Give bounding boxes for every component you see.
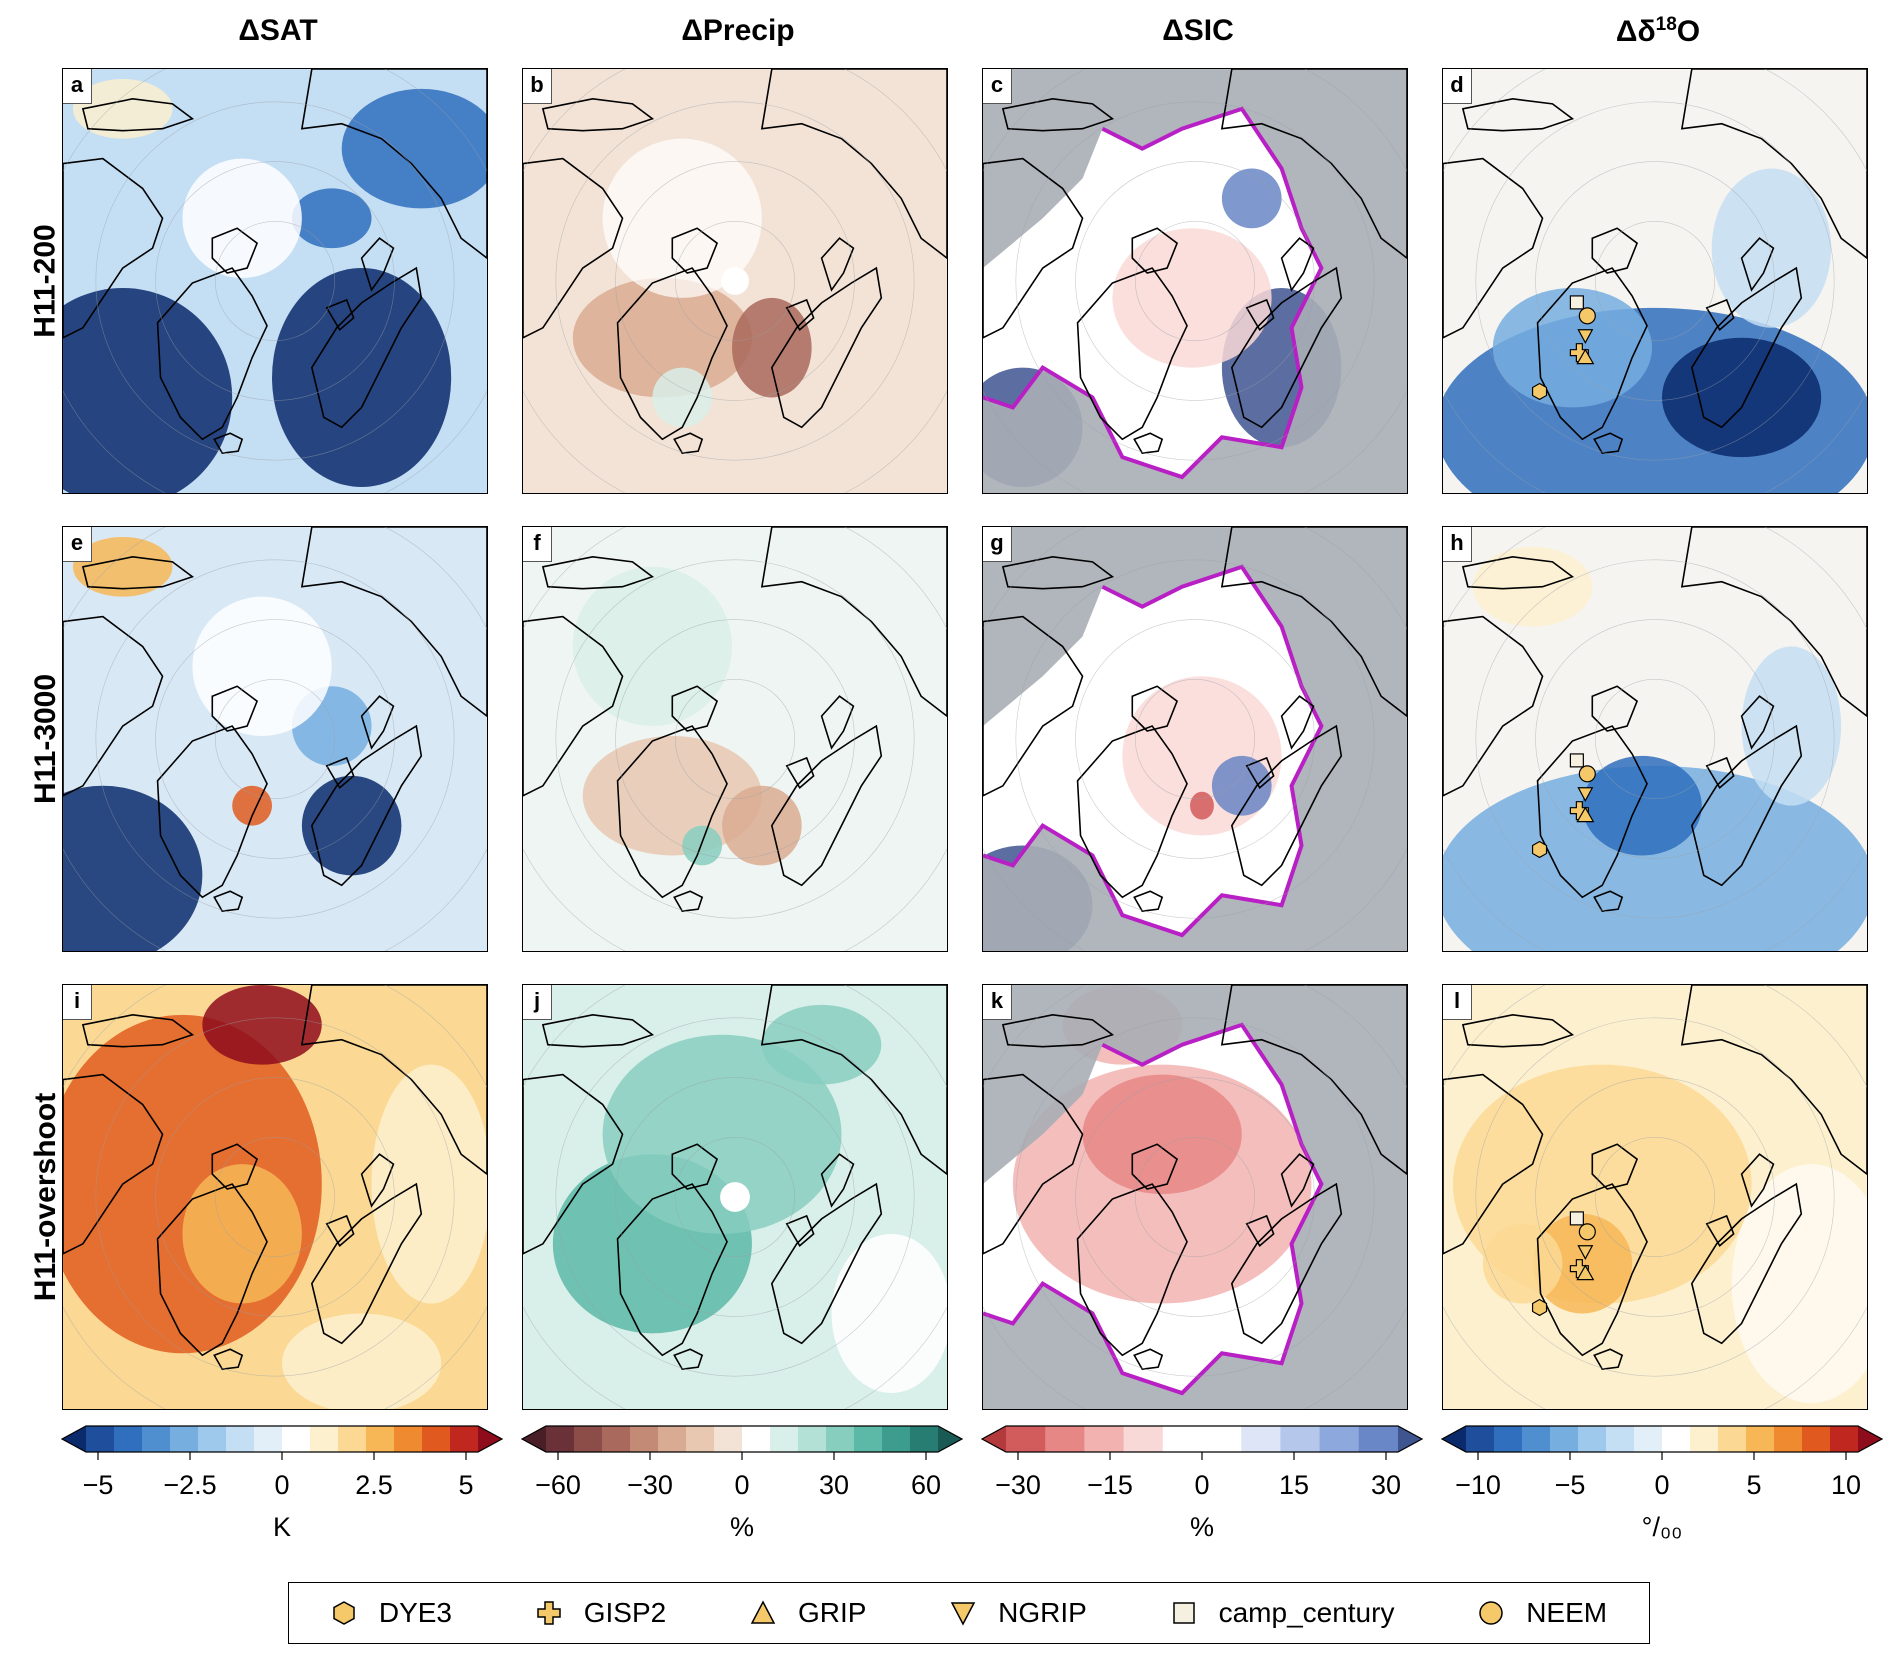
colorbar-tick-label: 30 — [1370, 1470, 1402, 1500]
colorbar-sat: −5 −2.5 0 2.5 5 K — [60, 1424, 504, 1544]
colorbar-sic: −30 −15 0 15 30% — [980, 1424, 1424, 1544]
colorbar-tick-label: 0 — [274, 1470, 290, 1500]
panel-letter: d — [1443, 69, 1472, 104]
map-panel-l: l — [1442, 984, 1868, 1410]
colorbar-tick-label: −2.5 — [163, 1470, 217, 1500]
plus-icon — [537, 1601, 561, 1625]
colorbar-tick-label: 0 — [1654, 1470, 1670, 1500]
colorbar-unit-label: % — [729, 1512, 754, 1542]
polar-map-field — [523, 527, 947, 951]
colorbar-tick-label: 5 — [1746, 1470, 1762, 1500]
panel-letter: h — [1443, 527, 1472, 562]
triangle-up-icon — [750, 1600, 776, 1624]
colorbar-unit-label: °/₀₀ — [1641, 1512, 1683, 1542]
polar-map-field — [983, 985, 1407, 1409]
map-panel-h: h — [1442, 526, 1868, 952]
panel-letter: c — [983, 69, 1012, 104]
map-panel-d: d — [1442, 68, 1868, 494]
panel-letter: k — [983, 985, 1012, 1020]
sea-ice-edge-contour — [983, 106, 1324, 480]
column-title-sat: ΔSAT — [238, 14, 318, 47]
colorbar-d18o: −10 −5 0 5 10 °/₀₀ — [1440, 1424, 1884, 1544]
panel-letter: i — [63, 985, 92, 1020]
square-icon — [1172, 1602, 1195, 1624]
colorbar-tick-label: 5 — [458, 1470, 474, 1500]
panel-letter: l — [1443, 985, 1472, 1020]
colorbar-precip: −60 −30 0 30 60% — [520, 1424, 964, 1544]
polar-map-field — [63, 69, 487, 493]
colorbar-gradient — [980, 1425, 1424, 1460]
colorbar-tick-label: −10 — [1455, 1470, 1501, 1500]
polar-map-field — [1443, 985, 1867, 1409]
circle-icon — [1479, 1601, 1503, 1625]
ice-core-legend: DYE3 GISP2 GRIP NGRIP camp_century NEEM — [288, 1582, 1650, 1644]
colorbar-tick-label: 30 — [818, 1470, 850, 1500]
colorbar-unit-label: K — [272, 1512, 291, 1542]
polar-map-field — [523, 985, 947, 1409]
colorbar-tick-label: 60 — [910, 1470, 942, 1500]
map-panel-g: g — [982, 526, 1408, 952]
panel-letter: b — [523, 69, 552, 104]
polar-map-field — [983, 527, 1407, 951]
colorbar-tick-label: 0 — [1194, 1470, 1210, 1500]
colorbar-tick-label: 2.5 — [355, 1470, 393, 1500]
polar-map-field — [1443, 527, 1867, 951]
polar-map-field — [63, 527, 487, 951]
polar-map-field — [523, 69, 947, 493]
panel-letter: g — [983, 527, 1012, 562]
colorbar-gradient — [520, 1425, 964, 1460]
colorbar-tick-label: 0 — [734, 1470, 750, 1500]
legend-item-gisp2: GISP2 — [536, 1597, 666, 1629]
column-title-precip: ΔPrecip — [681, 14, 795, 47]
legend-item-neem: NEEM — [1478, 1597, 1607, 1629]
panel-letter: j — [523, 985, 552, 1020]
polar-map-field — [983, 69, 1407, 493]
triangle-down-icon — [950, 1602, 976, 1626]
map-panel-k: k — [982, 984, 1408, 1410]
map-panel-b: b — [522, 68, 948, 494]
map-panel-c: c — [982, 68, 1408, 494]
column-title-d18o: Δδ18O — [1615, 14, 1701, 48]
map-panel-f: f — [522, 526, 948, 952]
legend-item-dye3: DYE3 — [331, 1597, 452, 1629]
colorbar-tick-label: −30 — [627, 1470, 673, 1500]
colorbar-tick-label: 15 — [1278, 1470, 1310, 1500]
sea-ice-edge-contour — [983, 1022, 1324, 1396]
colorbar-tick-label: −5 — [1554, 1470, 1586, 1500]
row-label-h11-overshoot: H11-overshoot — [29, 1092, 63, 1302]
hexagon-icon — [333, 1601, 355, 1625]
colorbar-tick-label: −30 — [995, 1470, 1041, 1500]
row-label-h11-200: H11-200 — [29, 224, 62, 338]
row-label-h11-3000: H11-3000 — [29, 673, 63, 805]
colorbar-gradient — [60, 1425, 504, 1460]
legend-item-ngrip: NGRIP — [950, 1597, 1087, 1629]
colorbar-tick-label: 10 — [1830, 1470, 1862, 1500]
colorbar-tick-label: −60 — [535, 1470, 581, 1500]
map-panel-j: j — [522, 984, 948, 1410]
map-panel-i: i — [62, 984, 488, 1410]
colorbar-gradient — [1440, 1425, 1884, 1460]
colorbar-tick-label: −15 — [1087, 1470, 1133, 1500]
panel-letter: a — [63, 69, 92, 104]
polar-map-field — [63, 985, 487, 1409]
map-panel-e: e — [62, 526, 488, 952]
panel-letter: e — [63, 527, 92, 562]
colorbar-tick-label: −5 — [82, 1470, 114, 1500]
polar-map-field — [1443, 69, 1867, 493]
legend-item-grip: GRIP — [750, 1597, 866, 1629]
column-title-sic: ΔSIC — [1162, 14, 1234, 47]
colorbar-unit-label: % — [1189, 1512, 1214, 1542]
legend-item-camp-century: camp_century — [1171, 1597, 1394, 1629]
panel-letter: f — [523, 527, 552, 562]
map-panel-a: a — [62, 68, 488, 494]
sea-ice-edge-contour — [983, 564, 1324, 938]
